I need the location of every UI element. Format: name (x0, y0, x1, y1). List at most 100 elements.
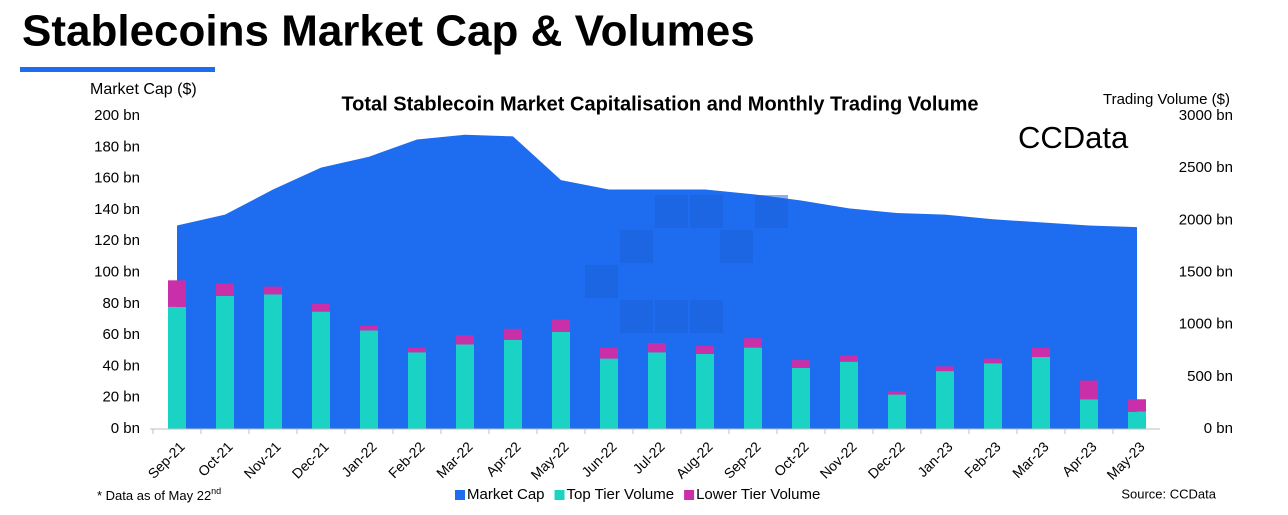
bar (1128, 411, 1146, 429)
legend-label: Top Tier Volume (567, 486, 675, 503)
bar (360, 325, 378, 331)
x-tick-label: Aug-22 (672, 438, 715, 481)
y2-tick-label: 1000 bn (1179, 316, 1233, 333)
bar (456, 344, 474, 429)
y-tick-label: 60 bn (102, 326, 140, 343)
chart-title: Total Stablecoin Market Capitalisation a… (341, 93, 978, 115)
y-tick-label: 140 bn (94, 201, 140, 218)
x-tick-label: Nov-22 (817, 438, 860, 481)
x-tick-label: May-23 (1103, 438, 1147, 482)
bar (648, 352, 666, 429)
x-tick-label: Nov-21 (241, 438, 284, 481)
bar (504, 339, 522, 429)
y-tick-label: 40 bn (102, 357, 140, 374)
bar (168, 306, 186, 429)
bar (552, 331, 570, 429)
logo-icon (964, 124, 1012, 151)
x-tick-label: Feb-23 (961, 438, 1004, 481)
y-tick-label: 80 bn (102, 295, 140, 312)
y2-tick-label: 0 bn (1204, 420, 1233, 437)
bar (408, 352, 426, 429)
x-tick-label: Sep-22 (720, 438, 763, 481)
y2-tick-label: 3000 bn (1179, 107, 1233, 124)
watermark (690, 195, 723, 228)
bar (888, 391, 906, 395)
bar (984, 363, 1002, 429)
bar (744, 338, 762, 348)
page-title: Stablecoins Market Cap & Volumes (22, 7, 755, 56)
x-tick-label: Jun-22 (578, 438, 620, 480)
x-tick-label: Jul-22 (629, 438, 667, 476)
y-tick-label: 120 bn (94, 232, 140, 249)
bar (744, 347, 762, 429)
footnote-sup: nd (211, 486, 221, 496)
y-tick-label: 0 bn (111, 420, 140, 437)
x-tick-label: Sep-21 (144, 438, 187, 481)
bar (552, 319, 570, 332)
x-tick-label: Apr-22 (483, 438, 524, 479)
x-tick-label: Oct-21 (195, 438, 236, 479)
bar (600, 347, 618, 359)
bar (792, 367, 810, 429)
logo-text: CCData (1018, 120, 1129, 155)
legend-swatch (455, 490, 465, 500)
legend: Market Cap Top Tier Volume Lower Tier Volu… (455, 486, 820, 503)
plot: 0 bn 20 bn 40 bn 60 bn 80 bn 100 bn 120 bn 140 … (94, 107, 1233, 483)
legend-swatch (554, 490, 565, 500)
x-tick-label: Feb-22 (385, 438, 428, 481)
y2-tick-label: 2500 bn (1179, 159, 1233, 176)
y2-axis-label: Trading Volume ($) (1103, 91, 1230, 108)
footnote-text: * Data as of May 22 (97, 488, 211, 503)
watermark (720, 230, 753, 263)
bar (696, 346, 714, 354)
bar (504, 328, 522, 340)
x-tick-label: Jan-22 (338, 438, 380, 480)
bar (264, 286, 282, 295)
bar (360, 330, 378, 429)
x-tick-label: Dec-21 (289, 438, 332, 481)
x-tick-label: Mar-22 (433, 438, 476, 481)
bar (840, 361, 858, 429)
legend-label: Market Cap (467, 486, 545, 503)
x-tick-label: Jan-23 (914, 438, 956, 480)
watermark (755, 195, 788, 228)
bar (1032, 357, 1050, 429)
bar (1128, 399, 1146, 412)
y2-tick-label: 500 bn (1187, 368, 1233, 385)
bar (216, 283, 234, 296)
y-tick-label: 160 bn (94, 170, 140, 187)
legend-swatch (684, 490, 695, 500)
bar (216, 295, 234, 429)
bar (984, 358, 1002, 364)
bar (600, 358, 618, 429)
bar (1032, 347, 1050, 358)
watermark (690, 300, 723, 333)
footnote: * Data as of May 22nd (97, 486, 221, 503)
bar (1080, 399, 1098, 429)
x-tick-label: May-22 (527, 438, 571, 482)
y2-tick-label: 1500 bn (1179, 263, 1233, 280)
watermark (655, 195, 688, 228)
title-underline (20, 67, 215, 72)
bar (264, 294, 282, 429)
legend-label: Lower Tier Volume (696, 486, 820, 503)
source: Source: CCData (1121, 486, 1216, 501)
watermark (620, 230, 653, 263)
bar (888, 394, 906, 429)
bar (456, 335, 474, 345)
bar (696, 353, 714, 429)
x-tick-label: Mar-23 (1009, 438, 1052, 481)
y-tick-label: 180 bn (94, 138, 140, 155)
y-tick-label: 20 bn (102, 389, 140, 406)
watermark (585, 265, 618, 298)
y2-tick-label: 2000 bn (1179, 211, 1233, 228)
y-tick-label: 200 bn (94, 107, 140, 124)
bar (936, 366, 954, 372)
x-tick-label: Oct-22 (771, 438, 812, 479)
bar (408, 347, 426, 353)
watermark (655, 300, 688, 333)
bar (1080, 380, 1098, 400)
bar (840, 355, 858, 362)
bar (648, 342, 666, 353)
